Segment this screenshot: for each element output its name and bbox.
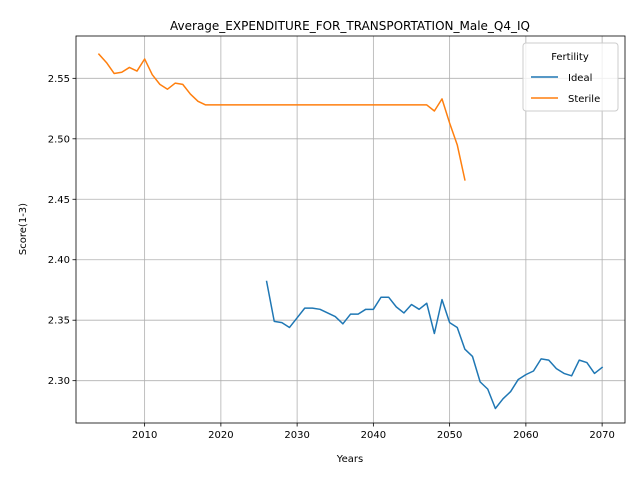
legend: Fertility Ideal Sterile	[522, 42, 619, 112]
x-tick-label: 2040	[361, 430, 386, 441]
x-tick-label: 2020	[208, 430, 233, 441]
y-tick-label: 2.40	[48, 255, 70, 266]
x-tick-label: 2070	[589, 430, 614, 441]
legend-label-sterile: Sterile	[568, 94, 600, 105]
y-tick-label: 2.35	[48, 316, 70, 327]
y-tick-label: 2.30	[48, 376, 70, 387]
x-tick-label: 2050	[437, 430, 462, 441]
legend-label-ideal: Ideal	[568, 73, 592, 84]
y-tick-label: 2.55	[48, 74, 70, 85]
series-line-sterile	[97, 53, 466, 181]
y-tick-label: 2.45	[48, 195, 70, 206]
x-axis-label: Years	[336, 454, 363, 465]
axis-ticks: 2010 2020 2030 2040 2050 2060 2070 2.30 2.35 2.40…	[48, 74, 615, 441]
x-tick-label: 2010	[132, 430, 157, 441]
x-tick-label: 2060	[513, 430, 538, 441]
plot-area-frame	[75, 35, 626, 424]
grid	[76, 36, 625, 423]
y-axis-label: Score(1-3)	[18, 203, 29, 255]
x-tick-label: 2030	[284, 430, 309, 441]
chart-title: Average_EXPENDITURE_FOR_TRANSPORTATION_M…	[170, 19, 530, 33]
series-line-ideal	[265, 280, 604, 410]
y-tick-label: 2.50	[48, 134, 70, 145]
series-group	[97, 53, 604, 410]
legend-title: Fertility	[551, 52, 589, 63]
legend-box	[522, 42, 619, 112]
